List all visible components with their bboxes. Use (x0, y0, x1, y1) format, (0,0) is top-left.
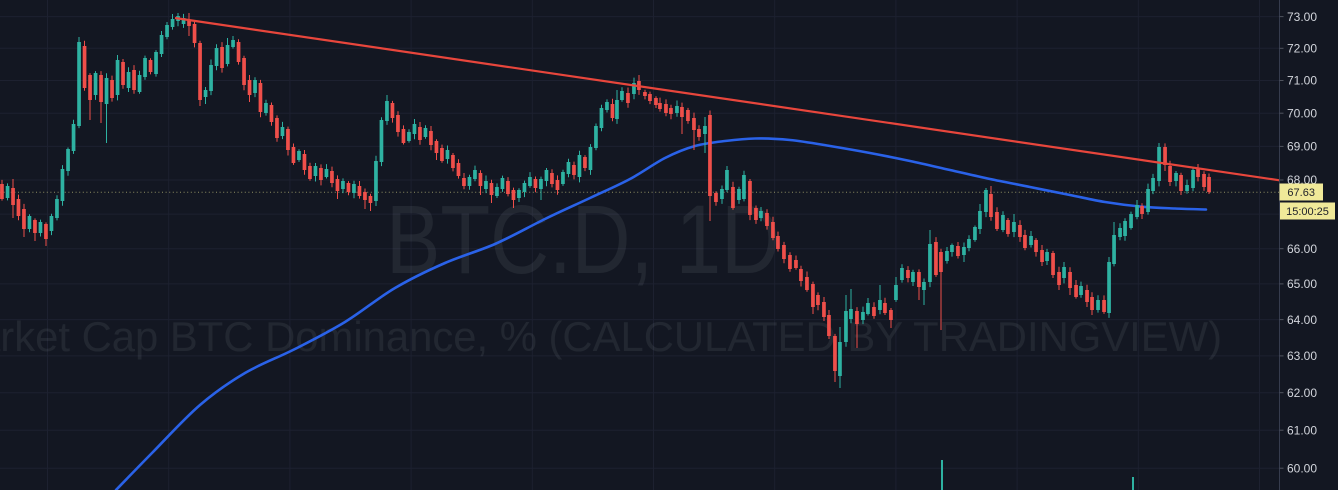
svg-text:70.00: 70.00 (1287, 106, 1317, 120)
svg-text:61.00: 61.00 (1287, 423, 1317, 437)
svg-text:Market Cap BTC Dominance, % (C: Market Cap BTC Dominance, % (CALCULATED … (0, 313, 1222, 360)
svg-text:63.00: 63.00 (1287, 349, 1317, 363)
svg-text:72.00: 72.00 (1287, 42, 1317, 56)
svg-text:15:00:25: 15:00:25 (1286, 206, 1329, 218)
svg-text:69.00: 69.00 (1287, 140, 1317, 154)
svg-text:66.00: 66.00 (1287, 242, 1317, 256)
svg-text:67.63: 67.63 (1287, 187, 1315, 199)
svg-text:71.00: 71.00 (1287, 74, 1317, 88)
svg-text:64.00: 64.00 (1287, 313, 1317, 327)
svg-text:65.00: 65.00 (1287, 277, 1317, 291)
svg-text:60.00: 60.00 (1287, 461, 1317, 475)
svg-text:73.00: 73.00 (1287, 10, 1317, 24)
svg-text:62.00: 62.00 (1287, 386, 1317, 400)
svg-text:BTC.D, 1D: BTC.D, 1D (386, 185, 780, 294)
